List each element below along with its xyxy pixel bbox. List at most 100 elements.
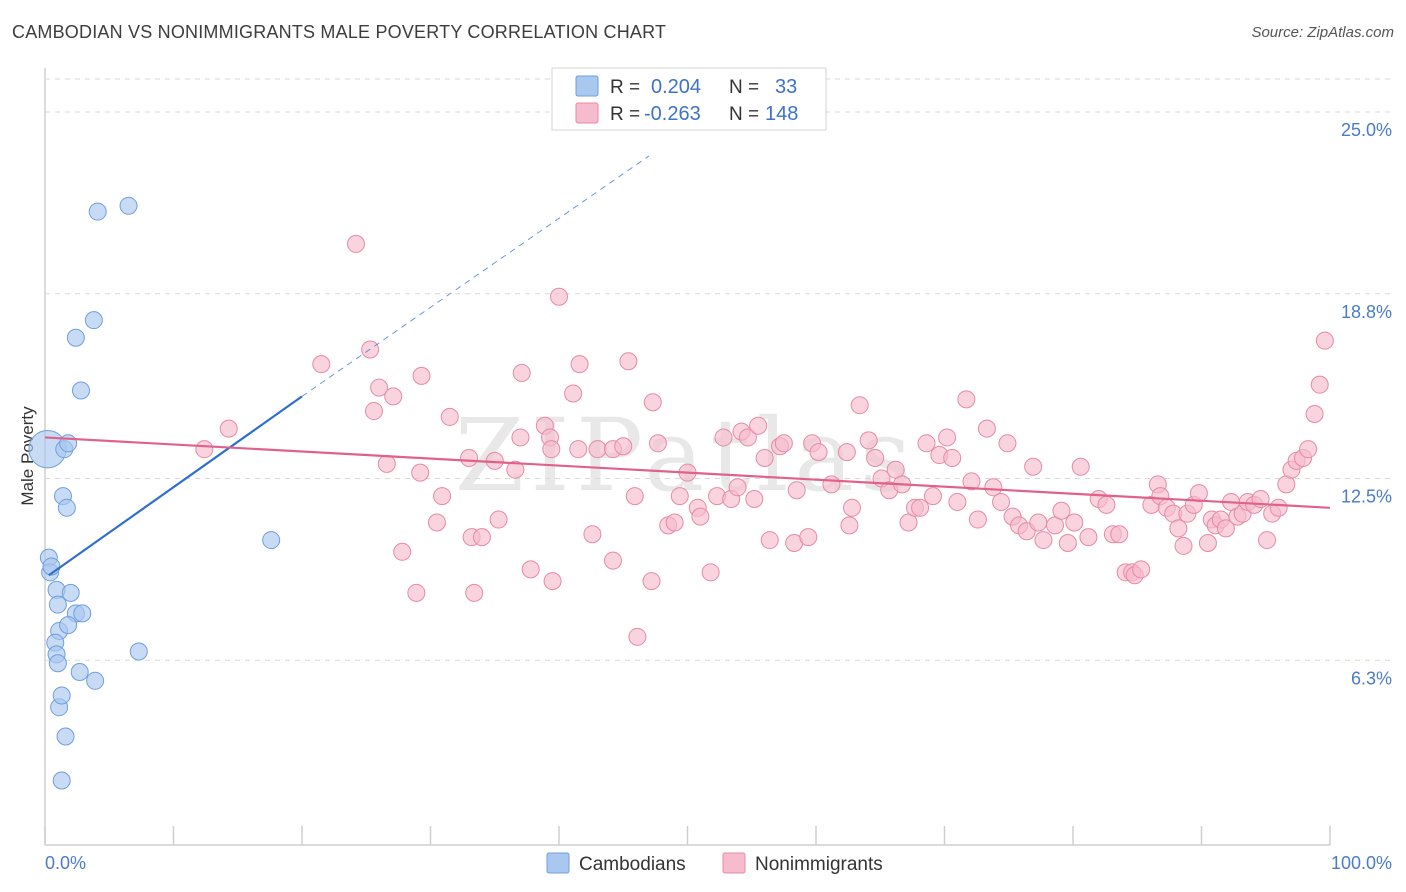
nonimmigrants-point [1029, 513, 1048, 532]
nonimmigrants-point [850, 396, 869, 415]
nonimmigrants-point [840, 516, 859, 535]
nonimmigrants-point [564, 384, 583, 403]
nonimmigrants-point [1132, 560, 1151, 579]
nonimmigrants-point [787, 481, 806, 500]
cambodians-point [73, 604, 92, 623]
nonimmigrants-point [1269, 498, 1288, 517]
nonimmigrants-point [219, 419, 238, 438]
cambodians-point [66, 328, 85, 347]
x-axis-ticks [44, 826, 1331, 845]
nonimmigrants-point [911, 498, 930, 517]
y-tick-label: 25.0% [1341, 120, 1392, 140]
nonimmigrants-point [943, 448, 962, 467]
nonimmigrants-point [543, 572, 562, 591]
nonimmigrants-point [619, 352, 638, 371]
nonimmigrants-point [550, 287, 568, 306]
nonimmigrants-point [1315, 331, 1334, 350]
nonimmigrants-point [1097, 495, 1116, 514]
nonimmigrants-r-value: -0.263 [644, 103, 701, 125]
nonimmigrants-point [427, 513, 446, 532]
n-label: N = [729, 77, 759, 98]
x-tick-label-max: 100.0% [1331, 853, 1392, 873]
nonimmigrants-point [489, 510, 508, 529]
nonimmigrants-point [377, 454, 396, 473]
cambodians-point [119, 196, 138, 215]
nonimmigrants-point [923, 487, 942, 506]
cambodians-point [59, 616, 78, 635]
cambodians-point [52, 686, 71, 705]
nonimmigrants-point [625, 487, 644, 506]
nonimmigrants-point [714, 428, 733, 447]
cambodians-point [52, 771, 71, 790]
nonimmigrants-point [628, 627, 647, 646]
cambodians-point [88, 202, 107, 221]
nonimmigrants-point [760, 531, 779, 550]
nonimmigrants-point [614, 437, 633, 456]
nonimmigrants-point [465, 583, 484, 602]
nonimmigrants-point [642, 572, 661, 591]
cambodians-n-value: 33 [775, 76, 797, 98]
nonimmigrants-point [412, 366, 431, 385]
nonimmigrants-legend-swatch [575, 102, 599, 124]
nonimmigrants-point [822, 475, 841, 494]
nonimmigrants-point [1198, 533, 1217, 552]
nonimmigrants-point [977, 419, 996, 438]
cambodians-point [48, 654, 67, 673]
nonimmigrants-point [588, 440, 607, 459]
cambodians-point [56, 727, 75, 746]
nonimmigrants-point [866, 448, 885, 467]
cambodians-point [129, 642, 148, 661]
nonimmigrants-point [460, 448, 479, 467]
nonimmigrants-point [984, 478, 1003, 497]
nonimmigrants-point [506, 460, 525, 479]
y-tick-label: 18.8% [1341, 302, 1392, 322]
x-tick-label-min: 0.0% [45, 853, 86, 873]
nonimmigrants-point [968, 510, 987, 529]
nonimmigrants-point [1216, 519, 1235, 538]
nonimmigrants-point [917, 434, 936, 453]
nonimmigrants-point [583, 525, 602, 544]
cambodians-point [70, 663, 89, 682]
nonimmigrants-point [511, 428, 530, 447]
nonimmigrants-point [393, 542, 412, 561]
nonimmigrants-point [521, 560, 540, 579]
nonimmigrants-point [411, 463, 430, 482]
nonimmigrants-point [1258, 531, 1277, 550]
cambodians-point [61, 583, 80, 602]
nonimmigrants-point [570, 355, 589, 374]
nonimmigrants-point [407, 583, 426, 602]
chart-title: CAMBODIAN VS NONIMMIGRANTS MALE POVERTY … [12, 22, 667, 42]
nonimmigrants-point [364, 402, 383, 421]
nonimmigrants-points [195, 234, 1334, 646]
nonimmigrants-point [1065, 513, 1084, 532]
nonimmigrants-point [749, 416, 768, 435]
nonimmigrants-point [809, 443, 828, 462]
nonimmigrants-point [665, 513, 684, 532]
trend-lines [44, 155, 1331, 577]
legend-nonimmigrants-label: Nonimmigrants [755, 854, 883, 875]
nonimmigrants-point [1189, 484, 1208, 503]
nonimmigrants-point [370, 378, 389, 397]
nonimmigrants-trend-line [44, 436, 1331, 509]
nonimmigrants-point [1079, 528, 1098, 547]
cambodians-points [28, 196, 281, 790]
nonimmigrants-point [992, 492, 1011, 511]
cambodians-point [57, 498, 76, 517]
nonimmigrants-point [962, 472, 981, 491]
nonimmigrants-point [948, 492, 967, 511]
nonimmigrants-point [603, 551, 622, 570]
r-label: R = [610, 77, 640, 98]
cambodians-r-value: 0.204 [651, 76, 701, 98]
nonimmigrants-point [998, 434, 1017, 453]
series-legend: Cambodians Nonimmigrants [546, 852, 883, 875]
nonimmigrants-point [1034, 531, 1053, 550]
y-tick-labels: 6.3% 12.5% 18.8% 25.0% [1341, 120, 1392, 688]
nonimmigrants-point [195, 440, 214, 459]
nonimmigrants-n-value: 148 [765, 103, 798, 125]
cambodians-point [48, 595, 67, 614]
y-tick-label: 6.3% [1351, 668, 1392, 688]
source-label: Source: ZipAtlas.com [1251, 24, 1394, 41]
y-axis-label: Male Poverty [18, 406, 37, 506]
nonimmigrants-point [728, 478, 747, 497]
